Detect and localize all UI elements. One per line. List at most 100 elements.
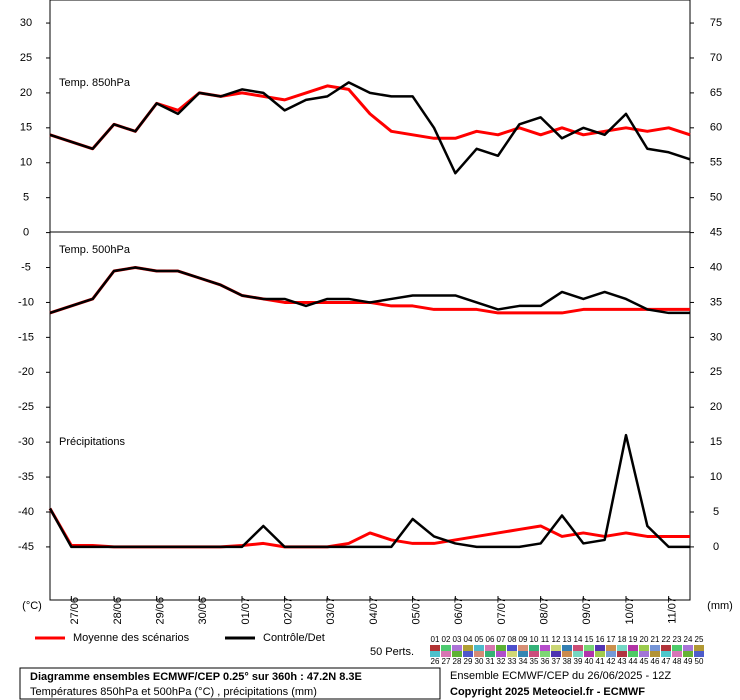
pert-swatch xyxy=(529,651,539,657)
y-tick-label: -30 xyxy=(18,436,34,448)
pert-swatch xyxy=(441,651,451,657)
pert-swatch xyxy=(639,645,649,651)
y-tick-label: 0 xyxy=(23,227,29,239)
pert-swatch xyxy=(562,645,572,651)
pert-swatch xyxy=(683,645,693,651)
y-tick-label: 10 xyxy=(20,157,32,169)
pert-swatch xyxy=(430,645,440,651)
pert-label: 13 xyxy=(563,635,572,644)
pert-label: 46 xyxy=(651,657,660,666)
y2-tick-label: 15 xyxy=(710,436,722,448)
x-tick-label: 06/07 xyxy=(453,597,465,625)
y2-tick-label: 70 xyxy=(710,52,722,64)
run-info: Ensemble ECMWF/CEP du 26/06/2025 - 12Z xyxy=(450,670,671,682)
y2-tick-label: 50 xyxy=(710,192,722,204)
y2-tick-label: 10 xyxy=(710,471,722,483)
pert-swatch xyxy=(617,645,627,651)
y-tick-label: 15 xyxy=(20,122,32,134)
pert-swatch xyxy=(595,645,605,651)
pert-swatch xyxy=(639,651,649,657)
pert-label: 10 xyxy=(530,635,539,644)
pert-label: 34 xyxy=(519,657,528,666)
pert-label: 45 xyxy=(640,657,649,666)
pert-swatch xyxy=(452,651,462,657)
x-tick-label: 04/07 xyxy=(368,597,380,625)
pert-label: 18 xyxy=(618,635,627,644)
plot-frame xyxy=(49,0,691,601)
pert-label: 15 xyxy=(585,635,594,644)
y-tick-label: -15 xyxy=(18,331,34,343)
perts-label: 50 Perts. xyxy=(370,646,414,658)
y2-tick-label: 30 xyxy=(710,331,722,343)
pert-swatch xyxy=(573,651,583,657)
x-tick-label: 10/07 xyxy=(624,597,636,625)
pert-label: 38 xyxy=(563,657,572,666)
pert-label: 16 xyxy=(596,635,605,644)
pert-label: 23 xyxy=(673,635,682,644)
pert-swatch xyxy=(562,651,572,657)
y2-tick-label: 0 xyxy=(713,541,719,553)
pert-swatch xyxy=(518,645,528,651)
pert-label: 22 xyxy=(662,635,671,644)
pert-swatch xyxy=(496,651,506,657)
pert-swatch xyxy=(650,651,660,657)
pert-label: 03 xyxy=(453,635,462,644)
pert-label: 14 xyxy=(574,635,583,644)
x-tick-label: 29/06 xyxy=(155,597,167,625)
pert-label: 49 xyxy=(684,657,693,666)
pert-swatch xyxy=(584,651,594,657)
y-tick-label: -20 xyxy=(18,366,34,378)
legend-label: Moyenne des scénarios xyxy=(73,632,190,644)
pert-label: 05 xyxy=(475,635,484,644)
x-tick-label: 02/07 xyxy=(283,597,295,625)
pert-swatch xyxy=(529,645,539,651)
pert-swatch xyxy=(672,645,682,651)
pert-label: 11 xyxy=(541,635,550,644)
pert-label: 27 xyxy=(442,657,451,666)
series-line xyxy=(48,433,690,549)
pert-label: 30 xyxy=(475,657,484,666)
pert-label: 47 xyxy=(662,657,671,666)
pert-swatch xyxy=(573,645,583,651)
x-tick-label: 09/07 xyxy=(581,597,593,625)
y-tick-label: -5 xyxy=(21,261,31,273)
pert-swatch xyxy=(496,645,506,651)
pert-swatch xyxy=(584,645,594,651)
pert-swatch xyxy=(628,645,638,651)
y2-unit: (mm) xyxy=(707,600,733,612)
x-tick-label: 05/07 xyxy=(411,597,423,625)
pert-label: 36 xyxy=(541,657,550,666)
pert-label: 09 xyxy=(519,635,528,644)
series-line xyxy=(49,81,691,175)
y2-tick-label: 40 xyxy=(710,261,722,273)
pert-swatch xyxy=(617,651,627,657)
legend-label: Contrôle/Det xyxy=(263,632,325,644)
y2-tick-label: 65 xyxy=(710,87,722,99)
footer-title: Diagramme ensembles ECMWF/CEP 0.25° sur … xyxy=(30,671,362,683)
pert-label: 37 xyxy=(552,657,561,666)
pert-swatch xyxy=(595,651,605,657)
x-tick-label: 03/07 xyxy=(325,597,337,625)
pert-label: 43 xyxy=(618,657,627,666)
pert-swatch xyxy=(551,651,561,657)
y-tick-label: 5 xyxy=(23,192,29,204)
pert-label: 29 xyxy=(464,657,473,666)
pert-swatch xyxy=(551,645,561,651)
x-tick-label: 01/07 xyxy=(240,597,252,625)
pert-swatch xyxy=(672,651,682,657)
pert-swatch xyxy=(485,651,495,657)
panel-label: Précipitations xyxy=(59,436,126,448)
pert-swatch xyxy=(540,645,550,651)
pert-label: 26 xyxy=(431,657,440,666)
y2-tick-label: 45 xyxy=(710,227,722,239)
y-tick-label: 25 xyxy=(20,52,32,64)
footer-subtitle: Températures 850hPa et 500hPa (°C) , pré… xyxy=(30,686,317,698)
pert-label: 02 xyxy=(442,635,451,644)
y-tick-label: 20 xyxy=(20,87,32,99)
pert-swatch xyxy=(628,651,638,657)
pert-swatch xyxy=(683,651,693,657)
y2-tick-label: 5 xyxy=(713,506,719,518)
panel-label: Temp. 850hPa xyxy=(59,77,131,89)
y2-tick-label: 55 xyxy=(710,157,722,169)
